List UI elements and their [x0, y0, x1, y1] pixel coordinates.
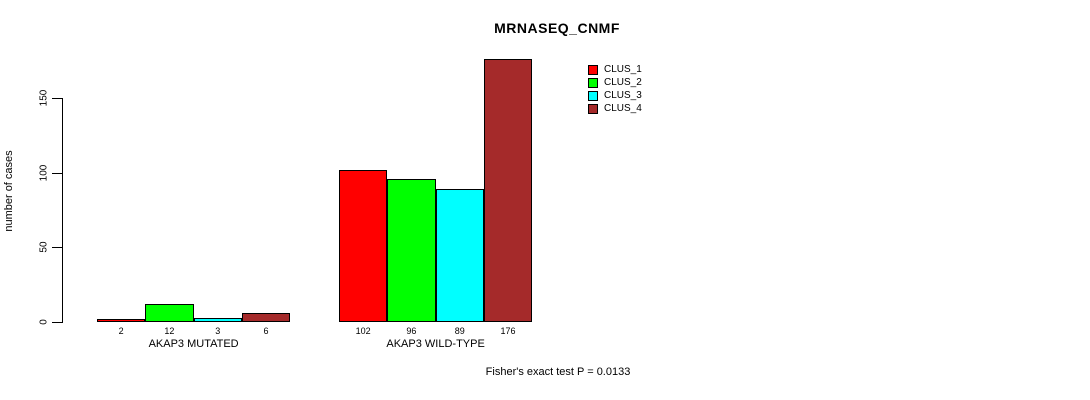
- bar-value-label: 6: [263, 326, 269, 336]
- legend-swatch-clus_3: [588, 90, 598, 101]
- y-axis-tick-label: 150: [38, 89, 50, 107]
- y-axis-label: number of cases: [3, 150, 15, 232]
- bar-CLUS_3-akap3-mutated: [193, 318, 242, 322]
- legend-item-clus_1: CLUS_1: [588, 63, 642, 76]
- bar-CLUS_1-akap3-wild-type: [339, 170, 388, 322]
- category-label: AKAP3 MUTATED: [148, 338, 239, 350]
- bar-CLUS_3-akap3-wild-type: [435, 189, 484, 322]
- bar-value-label: 96: [406, 326, 417, 336]
- y-axis-tick: [52, 172, 62, 174]
- bar-CLUS_2-akap3-wild-type: [387, 179, 436, 322]
- y-axis-tick-label: 100: [38, 164, 50, 181]
- bar-value-label: 2: [118, 326, 124, 336]
- legend-label: CLUS_1: [604, 64, 642, 75]
- legend-item-clus_4: CLUS_4: [588, 102, 642, 115]
- category-label: AKAP3 WILD-TYPE: [386, 338, 485, 350]
- y-axis-tick: [52, 247, 62, 249]
- bar-CLUS_2-akap3-mutated: [145, 304, 194, 322]
- bar-CLUS_1-akap3-mutated: [97, 319, 146, 322]
- y-axis-tick: [52, 322, 62, 323]
- annotation-text: Fisher's exact test P = 0.0133: [485, 366, 631, 378]
- bar-value-label: 176: [500, 326, 516, 336]
- bar-CLUS_4-akap3-mutated: [241, 313, 291, 322]
- legend-label: CLUS_3: [604, 90, 642, 101]
- legend: CLUS_1 CLUS_2 CLUS_3 CLUS_4: [588, 63, 642, 115]
- bar-value-label: 89: [454, 326, 465, 336]
- y-axis-tick-label: 0: [38, 319, 50, 325]
- bar-value-label: 3: [215, 326, 221, 336]
- legend-swatch-clus_2: [588, 77, 598, 88]
- chart-title: MRNASEQ_CNMF: [494, 20, 620, 36]
- legend-swatch-clus_4: [588, 103, 598, 114]
- bar-value-label: 12: [164, 326, 175, 336]
- legend-swatch-clus_1: [588, 64, 598, 75]
- legend-label: CLUS_2: [604, 77, 642, 88]
- legend-item-clus_2: CLUS_2: [588, 76, 642, 89]
- bar-CLUS_4-akap3-wild-type: [483, 59, 533, 322]
- y-axis-tick-label: 50: [38, 241, 50, 253]
- bar-value-label: 102: [355, 326, 371, 336]
- y-axis-tick: [52, 97, 62, 99]
- y-axis-line: [62, 97, 63, 323]
- legend-label: CLUS_4: [604, 103, 642, 114]
- legend-item-clus_3: CLUS_3: [588, 89, 642, 102]
